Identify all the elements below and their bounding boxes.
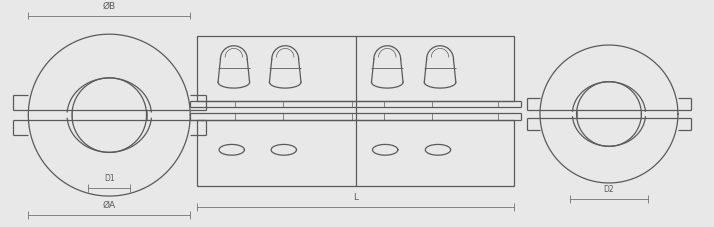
Bar <box>197 36 514 101</box>
Text: D2: D2 <box>603 185 614 194</box>
Text: L: L <box>353 193 358 202</box>
Bar <box>197 120 514 186</box>
Text: ØA: ØA <box>103 201 116 210</box>
Text: D1: D1 <box>104 174 114 183</box>
Text: ØB: ØB <box>103 2 116 11</box>
